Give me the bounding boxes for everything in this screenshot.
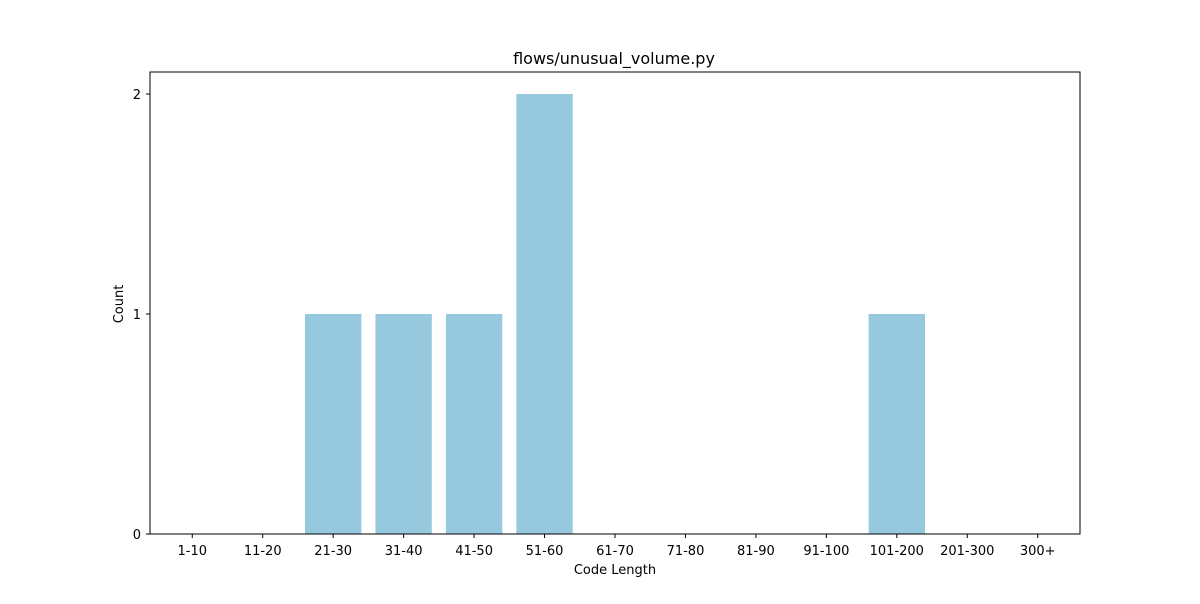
y-tick-label: 2 xyxy=(133,88,141,103)
bar-101-200 xyxy=(869,314,925,534)
bar-31-40 xyxy=(375,314,431,534)
y-tick-label: 1 xyxy=(133,308,141,323)
x-tick-label: 11-20 xyxy=(244,544,282,559)
x-tick-label: 51-60 xyxy=(526,544,564,559)
y-axis-ticks: 0 1 2 xyxy=(133,88,150,543)
chart-title: flows/unusual_volume.py xyxy=(513,49,715,69)
x-tick-label: 91-100 xyxy=(803,544,849,559)
x-tick-label: 1-10 xyxy=(178,544,208,559)
x-tick-label: 71-80 xyxy=(667,544,705,559)
x-tick-label: 61-70 xyxy=(596,544,634,559)
x-axis-ticks: 1-10 11-20 21-30 31-40 41-50 51-60 61-70 71-80 8… xyxy=(178,534,1056,559)
bar-41-50 xyxy=(446,314,502,534)
bar-21-30 xyxy=(305,314,361,534)
bar-51-60 xyxy=(516,94,572,534)
x-tick-label: 31-40 xyxy=(385,544,423,559)
bars-layer xyxy=(305,94,925,534)
x-axis-label: Code Length xyxy=(574,563,656,578)
x-tick-label: 41-50 xyxy=(455,544,493,559)
y-tick-label: 0 xyxy=(133,528,141,543)
x-tick-label: 201-300 xyxy=(940,544,994,559)
x-tick-label: 21-30 xyxy=(314,544,352,559)
x-tick-label: 101-200 xyxy=(870,544,924,559)
y-axis-label: Count xyxy=(112,285,127,324)
plot-frame xyxy=(150,72,1080,534)
x-tick-label: 300+ xyxy=(1020,544,1056,559)
x-tick-label: 81-90 xyxy=(737,544,775,559)
